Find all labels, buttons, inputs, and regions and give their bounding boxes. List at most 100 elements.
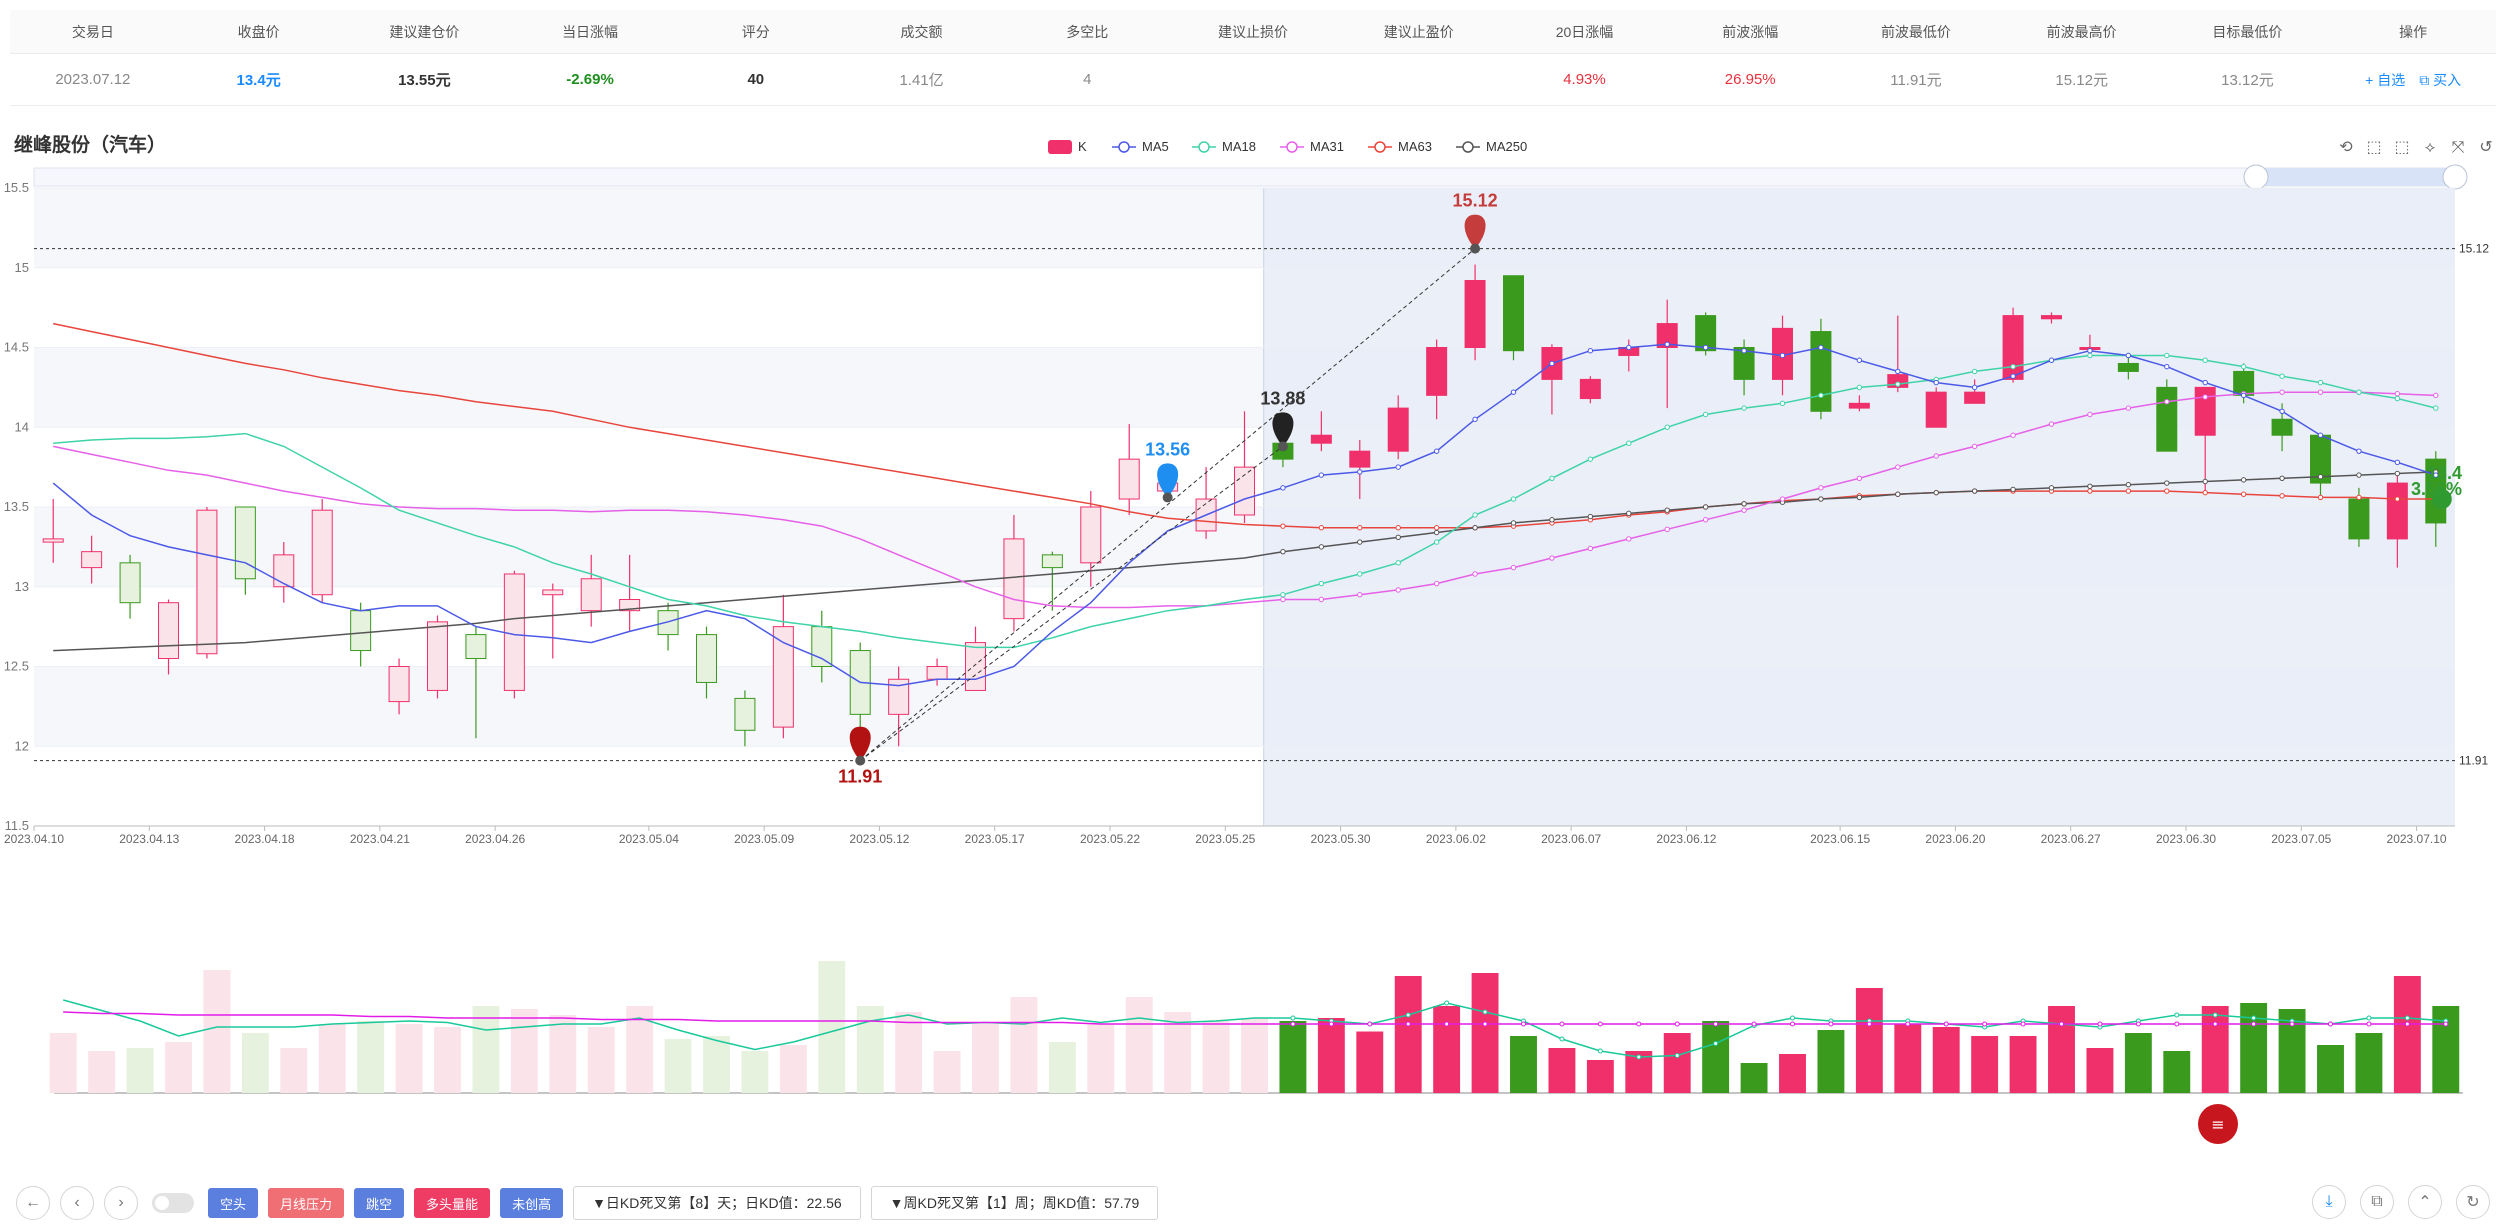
legend-label: MA63 — [1398, 139, 1432, 154]
scroll-top-icon[interactable]: ⌃ — [2408, 1185, 2442, 1219]
ma31-point — [1433, 580, 1440, 587]
ma18-point — [1472, 512, 1478, 518]
chart-tool-icon[interactable]: ⤧ — [2452, 137, 2465, 156]
wave-trend-line — [859, 445, 1284, 762]
ma5-point — [2164, 363, 2170, 370]
daily-kd-indicator[interactable]: ▼日KD死叉第【8】天；日KD值：22.56 — [573, 1186, 861, 1220]
ma250-point — [2356, 472, 2362, 478]
ma18-point — [1664, 424, 1670, 430]
weekly-kd-indicator[interactable]: ▼周KD死叉第【1】周；周KD值：57.79 — [870, 1186, 1159, 1220]
ma63-point — [1318, 525, 1325, 531]
ma63-point — [2125, 488, 2132, 494]
ma5-point — [2279, 408, 2285, 414]
volume-bar — [49, 1033, 77, 1093]
ma31-point — [2125, 405, 2132, 411]
ma31-point — [2279, 389, 2285, 395]
buy-link[interactable]: ⧉ 买入 — [2419, 71, 2462, 88]
ma18-point — [1856, 384, 1863, 391]
ma31-point — [1318, 596, 1325, 603]
volume-bar — [318, 1024, 346, 1093]
candle-body — [734, 697, 756, 731]
ma250-point — [2010, 486, 2016, 493]
legend-swatch — [1374, 141, 1386, 153]
candle-body — [1426, 347, 1448, 396]
marker-anchor — [1277, 441, 1288, 452]
ma63-point — [1357, 525, 1363, 531]
refresh-icon[interactable]: ↻ — [2456, 1185, 2490, 1219]
marker-anchor — [1470, 243, 1481, 254]
next-chevron-icon[interactable]: › — [104, 1186, 138, 1220]
ma18-point — [2317, 379, 2324, 386]
ma63-point — [1433, 525, 1440, 531]
chart-tool-icon[interactable]: ↺ — [2479, 137, 2492, 156]
add-watchlist-link[interactable]: + 自选 — [2365, 71, 2406, 88]
volume-ma-b-line-point — [1828, 1021, 1834, 1027]
chart-tool-icon[interactable]: ⬚ — [2394, 137, 2409, 156]
bull-volume-button[interactable]: 多头量能 — [414, 1188, 491, 1218]
ma63-point — [1395, 525, 1401, 531]
candle-body — [119, 562, 141, 604]
candle-body — [2041, 315, 2062, 320]
y-tick-label: 13.5 — [4, 499, 29, 514]
volume-ma-b-line-point — [2289, 1021, 2295, 1027]
marker-label: 13.88 — [1260, 388, 1305, 408]
volume-ma-a-line-point — [1405, 1012, 1411, 1018]
copy-icon[interactable]: ⧉ — [2360, 1185, 2394, 1219]
volume-bar — [703, 1036, 730, 1093]
ma18-point — [1433, 539, 1440, 545]
x-tick-label: 2023.06.27 — [2041, 832, 2101, 846]
ma18-point — [2279, 373, 2285, 379]
ma31-point — [2202, 394, 2208, 400]
volume-bar — [241, 1033, 269, 1093]
volume-ma-b-line-point — [2059, 1021, 2064, 1027]
back-arrow-icon[interactable]: ← — [16, 1186, 50, 1220]
chart-title: 继峰股份（汽车） — [14, 135, 167, 156]
x-tick-label: 2023.06.02 — [1426, 832, 1486, 846]
chart-tool-icon[interactable]: ⟲ — [2339, 137, 2353, 156]
ma18-point — [1626, 440, 1632, 446]
ma18-point — [1510, 496, 1517, 502]
x-tick-label: 2023.04.26 — [465, 832, 525, 846]
volume-ma-b-line-point — [2174, 1021, 2180, 1027]
y-tick-label: 15 — [15, 260, 29, 275]
x-tick-label: 2023.04.10 — [4, 832, 64, 846]
last-price-dot — [2431, 489, 2452, 510]
marker-label: 13.56 — [1145, 439, 1190, 459]
ma250-point — [2317, 473, 2324, 480]
gap-button[interactable]: 跳空 — [354, 1188, 405, 1218]
marker-pin — [1272, 412, 1294, 447]
download-icon[interactable]: ⤓ — [2312, 1185, 2346, 1219]
no-new-high-button[interactable]: 未创高 — [500, 1188, 564, 1218]
volume-ma-b-line-point — [1559, 1021, 1565, 1027]
x-tick-label: 2023.04.13 — [119, 832, 179, 846]
menu-icon: ≡ — [2211, 1115, 2224, 1134]
volume-ma-b-line-point — [2097, 1021, 2103, 1027]
chart-tool-icon[interactable]: ⟡ — [2425, 137, 2436, 156]
last-price-label: 13.4 — [2427, 463, 2462, 483]
prev-chevron-icon[interactable]: ‹ — [60, 1186, 94, 1220]
volume-bar — [2048, 1006, 2075, 1093]
ma250-point — [2240, 477, 2247, 483]
volume-bar — [664, 1039, 692, 1093]
ma250-point — [2048, 485, 2055, 491]
monthly-pressure-button[interactable]: 月线压力 — [268, 1188, 345, 1218]
header-stop-loss: 建议止损价 — [1218, 23, 1288, 40]
ma18-point — [2240, 363, 2247, 370]
candle-body — [465, 634, 487, 660]
ma31-point — [2010, 432, 2016, 438]
header-target-low: 目标最低价 — [2212, 23, 2283, 40]
volume-bar — [395, 1024, 423, 1093]
bear-button[interactable]: 空头 — [208, 1188, 259, 1218]
cell-score: 40 — [747, 71, 765, 88]
volume-ma-b-line-point — [2443, 1021, 2449, 1027]
candle-body — [311, 509, 333, 596]
ma5-point — [2125, 352, 2132, 359]
indicator-toggle[interactable] — [152, 1193, 194, 1213]
ma31-point — [1395, 587, 1401, 593]
cell-prev-wave-low: 11.91元 — [1890, 72, 1942, 89]
chart-tool-icon[interactable]: ⬚ — [2366, 137, 2381, 156]
ma63-point — [2164, 488, 2170, 494]
ma5-point — [2240, 392, 2247, 399]
volume-bar — [2163, 1051, 2191, 1093]
volume-ma-b-line-point — [2328, 1021, 2333, 1027]
